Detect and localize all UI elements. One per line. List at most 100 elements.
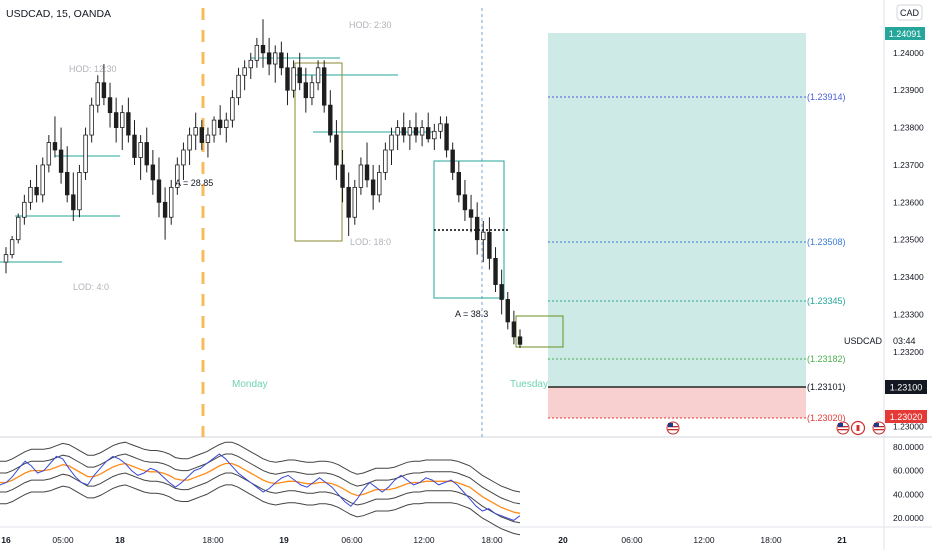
candle-body: [450, 149, 455, 173]
price-tick-label: 1.23500: [893, 235, 924, 245]
candle-body: [120, 112, 125, 128]
candle: [211, 116, 217, 143]
candle-body: [77, 172, 82, 211]
time-tick-label: 12:00: [693, 535, 715, 545]
candle: [95, 75, 100, 113]
price-tick-label: 1.23600: [893, 197, 924, 207]
candle: [407, 120, 413, 150]
candle: [474, 202, 480, 255]
candle: [16, 213, 21, 244]
candle-body: [254, 44, 260, 61]
target-price-tag: [885, 27, 925, 40]
candle: [462, 179, 468, 221]
time-tick-label: 06:00: [341, 535, 363, 545]
candle: [419, 120, 425, 147]
day-label-tuesday: Tuesday: [510, 379, 548, 390]
rsi-pane[interactable]: [0, 441, 521, 536]
candle: [52, 116, 58, 158]
price-tick-label: 1.23800: [893, 123, 924, 133]
lod-label-2: LOD: 18:0: [350, 237, 391, 247]
candle-body: [273, 52, 278, 65]
profit-zone[interactable]: [548, 33, 806, 387]
time-tick-label: 05:00: [52, 535, 74, 545]
candle-body: [364, 164, 370, 181]
price-tick-label: 1.23000: [893, 422, 924, 432]
time-axis[interactable]: 16 05:00 18 18:00 19 06:00 12:00 18:00 20 06:00 12…: [1, 535, 847, 545]
candle-body: [493, 257, 498, 285]
ca-flag-icon[interactable]: [850, 420, 866, 436]
candle: [46, 135, 52, 173]
candle: [138, 135, 143, 180]
candle: [3, 247, 9, 274]
stop-price-tag: [885, 410, 927, 423]
candle-body: [34, 186, 39, 196]
candle: [297, 52, 302, 91]
candle-body: [236, 74, 241, 99]
candle-body: [46, 142, 52, 166]
candle-body: [248, 59, 253, 69]
candle: [328, 90, 333, 143]
position-level-label-3: (1.23345): [807, 296, 846, 306]
candle-body: [456, 172, 462, 196]
candle-body: [89, 104, 94, 136]
candle-body: [468, 209, 474, 218]
time-tick-label: 18:00: [202, 535, 224, 545]
candle: [40, 157, 45, 203]
candle-body: [138, 142, 143, 158]
price-tick-label: 1.23300: [893, 309, 924, 319]
candle-body: [315, 67, 321, 84]
loss-zone[interactable]: [548, 387, 806, 418]
time-tick-label: 19: [279, 535, 289, 545]
candle: [120, 105, 125, 150]
candle-body: [83, 134, 88, 173]
us-flag-icon[interactable]: [872, 421, 886, 435]
candle-body: [481, 231, 486, 241]
candle-body: [419, 127, 425, 136]
candle: [413, 112, 419, 143]
candle-body: [40, 164, 45, 196]
candle-body: [64, 172, 70, 196]
price-axis[interactable]: 1.24000 1.23900 1.23800 1.23700 1.23600 1.235…: [893, 48, 924, 432]
candle: [236, 67, 241, 106]
candle: [444, 116, 449, 158]
candle-body: [217, 119, 223, 128]
us-flag-icon[interactable]: [666, 421, 680, 435]
candle: [364, 142, 370, 188]
candle-body: [132, 134, 137, 158]
candle-body: [505, 299, 510, 323]
candle-body: [487, 231, 492, 259]
candle-body: [144, 142, 149, 166]
position-level-lines: [548, 96, 806, 419]
candle-body: [126, 112, 131, 136]
rsi-line: [0, 453, 521, 521]
currency-badge[interactable]: [896, 4, 923, 21]
candle: [395, 120, 400, 150]
candle-body: [346, 186, 351, 218]
candle-body: [16, 216, 21, 241]
candle-body: [58, 149, 64, 173]
candle-body: [407, 127, 413, 136]
candle: [438, 116, 443, 139]
time-tick-label: 16: [1, 535, 11, 545]
candle: [358, 157, 364, 195]
position-level-label-4: (1.23182): [807, 354, 846, 364]
candle-body: [340, 164, 345, 188]
candle-body: [22, 201, 27, 218]
rsi-axis[interactable]: 80.0000 60.0000 40.0000 20.0000: [893, 442, 924, 523]
candle: [22, 194, 27, 225]
candle: [346, 172, 351, 236]
candle: [224, 112, 229, 143]
candle: [370, 164, 376, 210]
range-label-1: A = 28.85: [175, 178, 213, 188]
us-flag-icon[interactable]: [836, 421, 850, 435]
current-price-tag-label: 1.23100: [890, 383, 923, 393]
candle-body: [389, 134, 394, 151]
candle: [230, 90, 235, 128]
candle: [156, 157, 162, 218]
candle: [144, 127, 149, 173]
candle-body: [444, 123, 449, 151]
candle-body: [517, 336, 523, 345]
candle-body: [101, 82, 107, 99]
candle-body: [3, 254, 9, 263]
